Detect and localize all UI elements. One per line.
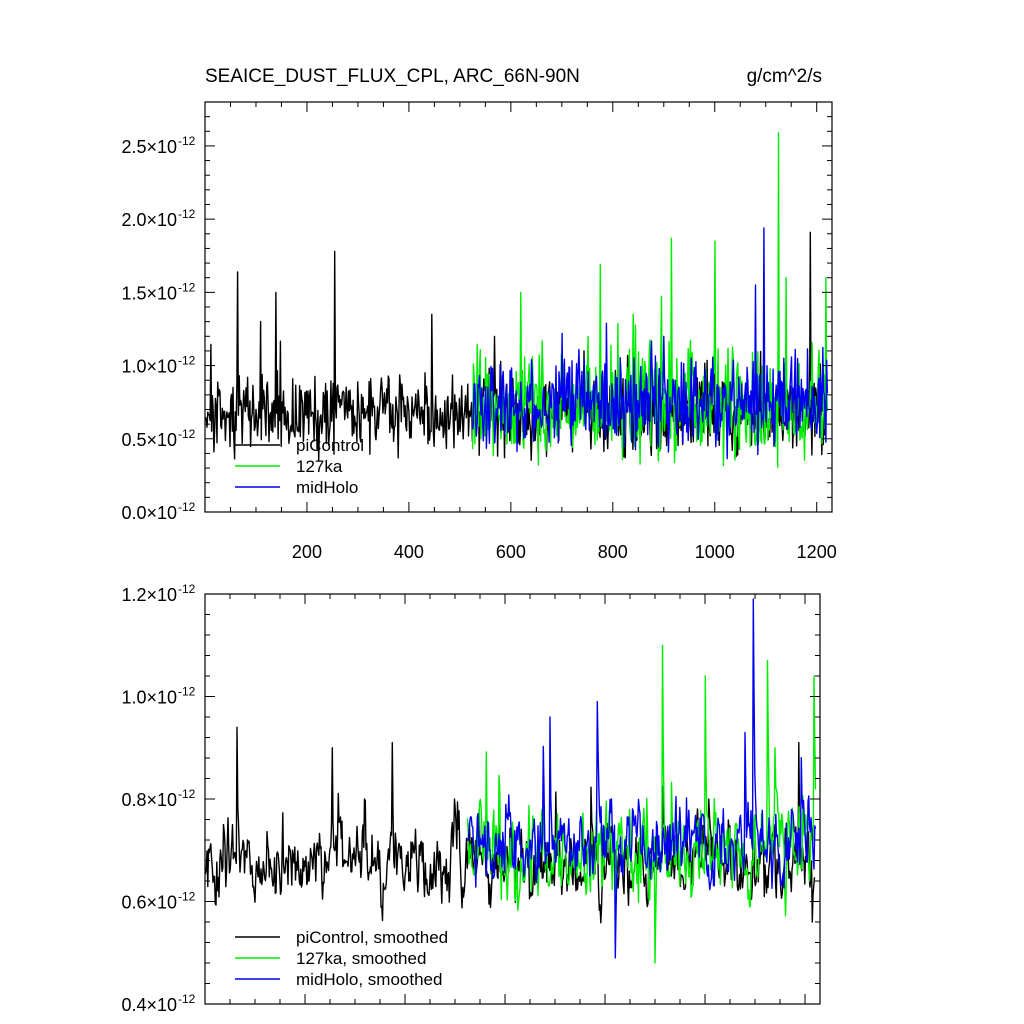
legend-label: midHolo, smoothed <box>296 970 442 989</box>
y-tick-exponent: -12 <box>178 280 196 294</box>
series-line-127ka-smoothed <box>466 644 817 964</box>
y-tick-exponent: -12 <box>178 427 196 441</box>
y-tick-label: 1.2×10 <box>121 585 177 605</box>
chart-title: SEAICE_DUST_FLUX_CPL, ARC_66N-90N <box>205 66 580 87</box>
y-tick-label: 2.5×10 <box>121 137 177 157</box>
x-tick-label: 600 <box>496 542 526 562</box>
y-tick-exponent: -12 <box>178 890 196 904</box>
y-tick-label: 0.8×10 <box>121 790 177 810</box>
y-tick-label: 1.0×10 <box>121 688 177 708</box>
x-tick-label: 1000 <box>695 542 735 562</box>
y-tick-exponent: -12 <box>178 207 196 221</box>
chart-units: g/cm^2/s <box>747 66 822 87</box>
y-tick-label: 1.5×10 <box>121 283 177 303</box>
series-line-midholo-smoothed <box>466 598 817 959</box>
y-tick-label: 0.5×10 <box>121 430 177 450</box>
y-tick-exponent: -12 <box>178 354 196 368</box>
legend-label: piControl, smoothed <box>296 928 448 947</box>
y-tick-exponent: -12 <box>178 500 196 514</box>
legend-label: piControl <box>296 436 364 455</box>
x-tick-label: 400 <box>394 542 424 562</box>
x-tick-label: 200 <box>292 542 322 562</box>
legend-label: 127ka, smoothed <box>296 949 426 968</box>
y-tick-exponent: -12 <box>178 787 196 801</box>
y-tick-label: 2.0×10 <box>121 210 177 230</box>
y-tick-exponent: -12 <box>178 582 196 596</box>
y-tick-exponent: -12 <box>178 685 196 699</box>
legend-label: 127ka <box>296 457 343 476</box>
legend-label: midHolo <box>296 478 358 497</box>
y-tick-exponent: -12 <box>178 134 196 148</box>
y-tick-label: 0.6×10 <box>121 893 177 913</box>
y-tick-exponent: -12 <box>178 992 196 1006</box>
x-tick-label: 1200 <box>797 542 837 562</box>
series-line-127ka <box>471 132 829 468</box>
x-tick-label: 800 <box>598 542 628 562</box>
y-tick-label: 0.0×10 <box>121 503 177 523</box>
chart-panel-2: 0.4×10 -120.6×10 -120.8×10 -121.0×10 -121.2×… <box>121 582 821 1015</box>
y-tick-label: 0.4×10 <box>121 995 177 1015</box>
series-line-midholo <box>471 227 829 460</box>
y-tick-label: 1.0×10 <box>121 357 177 377</box>
